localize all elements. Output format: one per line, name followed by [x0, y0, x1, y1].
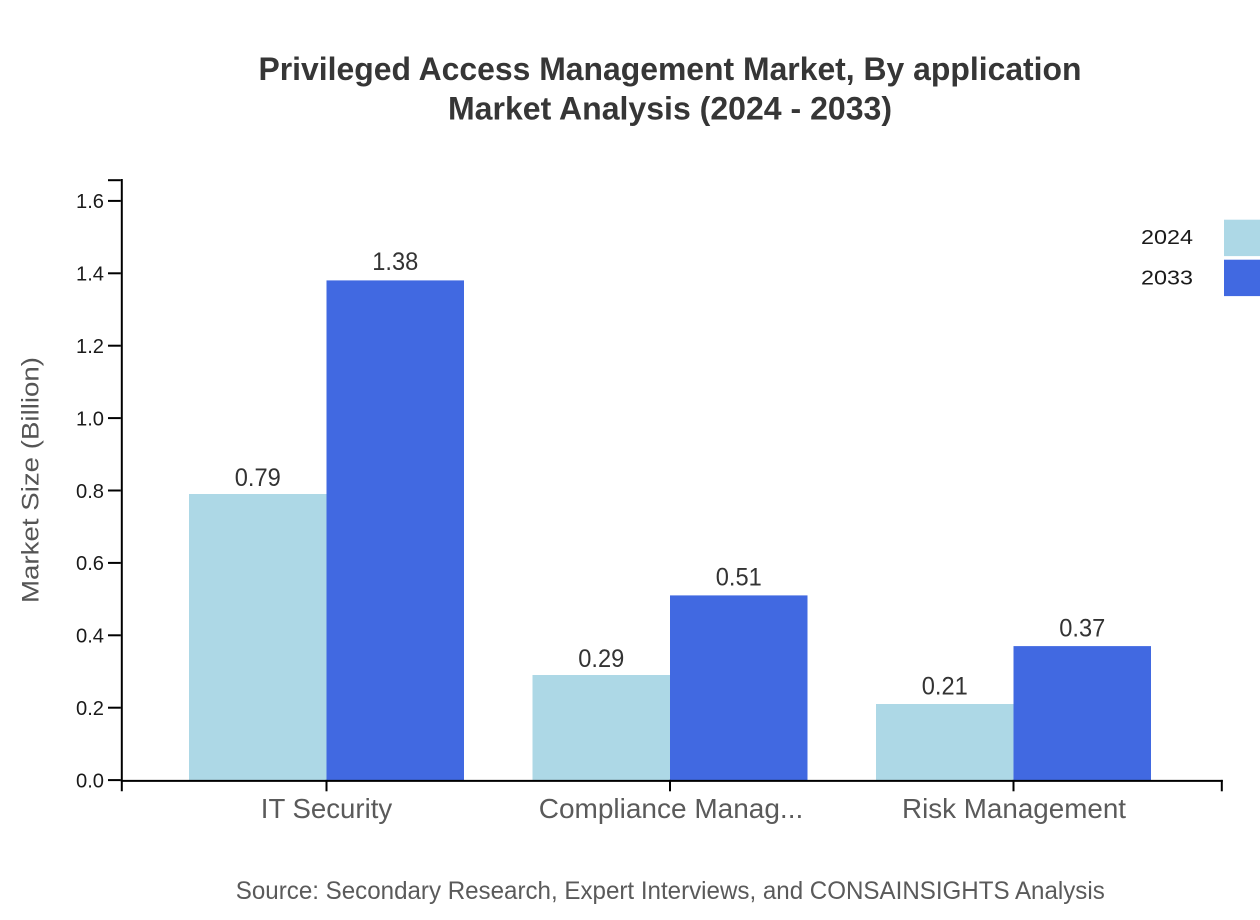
svg-text:0.29: 0.29 — [578, 645, 624, 673]
svg-text:0.0: 0.0 — [76, 770, 104, 792]
svg-text:1.0: 1.0 — [76, 408, 104, 430]
svg-text:0.8: 0.8 — [76, 481, 104, 503]
svg-text:0.6: 0.6 — [76, 553, 104, 575]
svg-text:2024: 2024 — [1141, 226, 1193, 249]
svg-text:1.38: 1.38 — [372, 248, 418, 276]
svg-text:IT Security: IT Security — [261, 793, 393, 824]
svg-text:0.79: 0.79 — [235, 464, 281, 492]
svg-text:Market Analysis (2024 - 2033): Market Analysis (2024 - 2033) — [448, 91, 892, 127]
svg-text:1.6: 1.6 — [76, 191, 104, 213]
svg-text:0.51: 0.51 — [716, 564, 762, 592]
svg-text:0.2: 0.2 — [76, 698, 104, 720]
svg-text:Market Size (Billion): Market Size (Billion) — [18, 357, 45, 603]
svg-text:Privileged Access Management M: Privileged Access Management Market, By … — [259, 51, 1082, 87]
svg-text:0.37: 0.37 — [1059, 614, 1105, 642]
svg-text:0.4: 0.4 — [76, 626, 104, 648]
svg-text:2033: 2033 — [1141, 266, 1193, 289]
svg-text:Risk Management: Risk Management — [902, 793, 1126, 824]
svg-text:0.21: 0.21 — [922, 673, 968, 701]
svg-text:Compliance Manag...: Compliance Manag... — [539, 793, 804, 824]
svg-text:1.4: 1.4 — [76, 264, 104, 286]
svg-text:1.2: 1.2 — [76, 336, 104, 358]
svg-text:Source: Secondary Research, Ex: Source: Secondary Research, Expert Inter… — [236, 877, 1105, 905]
